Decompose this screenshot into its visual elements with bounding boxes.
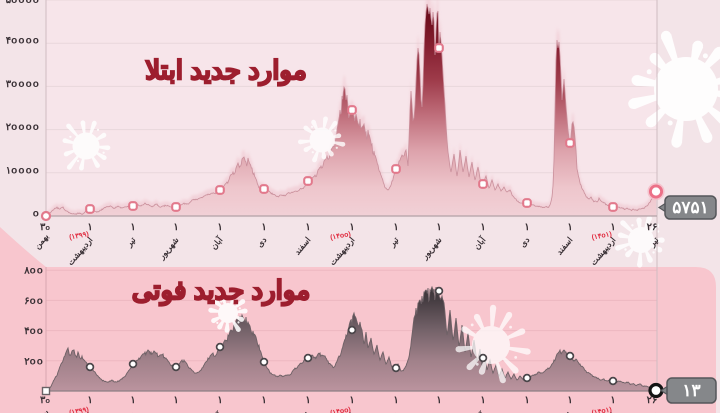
svg-text:۲oo: ۲oo — [24, 356, 44, 367]
svg-text:۱: ۱ — [610, 395, 615, 406]
svg-text:۲oooo: ۲oooo — [6, 122, 40, 133]
svg-text:۱: ۱ — [217, 222, 222, 233]
svg-text:۵oooo: ۵oooo — [6, 0, 40, 6]
svg-text:۸oo: ۸oo — [23, 266, 44, 277]
svg-text:۱: ۱ — [567, 222, 572, 233]
svg-text:۱: ۱ — [261, 395, 266, 406]
svg-text:۱: ۱ — [524, 395, 529, 406]
svg-text:۱: ۱ — [349, 395, 354, 406]
svg-text:۱: ۱ — [173, 222, 178, 233]
svg-text:۳o: ۳o — [40, 395, 50, 406]
svg-text:۱: ۱ — [393, 395, 398, 406]
svg-text:۴oooo: ۴oooo — [6, 36, 40, 47]
svg-text:(۱۳۹۹): (۱۳۹۹) — [69, 231, 90, 241]
svg-text:۱: ۱ — [173, 395, 178, 406]
svg-text:۳o: ۳o — [40, 222, 50, 233]
svg-text:۱: ۱ — [305, 395, 310, 406]
svg-text:۱: ۱ — [261, 222, 266, 233]
svg-text:تیر: تیر — [387, 410, 402, 413]
svg-text:۵۷۵۱: ۵۷۵۱ — [672, 198, 709, 217]
svg-text:(۱۴o۱): (۱۴o۱) — [591, 407, 612, 413]
svg-text:۱: ۱ — [349, 222, 354, 233]
svg-text:(۱۴oo): (۱۴oo) — [330, 231, 352, 241]
svg-text:۱: ۱ — [87, 222, 92, 233]
svg-text:(۱۳۹۹): (۱۳۹۹) — [69, 407, 90, 413]
svg-text:۶oo: ۶oo — [24, 296, 44, 307]
svg-text:۱: ۱ — [393, 222, 398, 233]
svg-text:(۱۴oo): (۱۴oo) — [330, 407, 352, 413]
svg-text:۱: ۱ — [130, 395, 135, 406]
svg-text:آبان: آبان — [471, 409, 488, 413]
svg-text:۱: ۱ — [610, 222, 615, 233]
svg-text:بهمن: بهمن — [33, 408, 52, 413]
svg-text:تیر: تیر — [124, 410, 139, 413]
svg-text:۱: ۱ — [217, 395, 222, 406]
svg-text:۱oooo: ۱oooo — [6, 165, 40, 176]
svg-text:۱: ۱ — [567, 395, 572, 406]
svg-text:آبان: آبان — [208, 409, 225, 413]
svg-text:۲۶: ۲۶ — [647, 222, 658, 233]
svg-text:۱: ۱ — [305, 222, 310, 233]
svg-text:o: o — [33, 209, 40, 220]
svg-text:۱: ۱ — [436, 395, 441, 406]
svg-text:تیر: تیر — [647, 410, 662, 413]
svg-text:موارد جدید ابتلا: موارد جدید ابتلا — [145, 55, 307, 86]
svg-text:موارد جدید فوتی: موارد جدید فوتی — [132, 275, 311, 306]
svg-text:۴oo: ۴oo — [24, 326, 44, 337]
svg-text:۱۳: ۱۳ — [682, 381, 700, 400]
svg-text:۱: ۱ — [480, 395, 485, 406]
svg-text:۳oooo: ۳oooo — [6, 79, 40, 90]
svg-text:(۱۴o۱): (۱۴o۱) — [591, 231, 612, 241]
svg-text:۱: ۱ — [87, 395, 92, 406]
svg-text:دی: دی — [255, 411, 269, 413]
svg-text:۲۶: ۲۶ — [647, 395, 658, 406]
svg-text:۱: ۱ — [480, 222, 485, 233]
svg-text:۱: ۱ — [436, 222, 441, 233]
svg-text:۱: ۱ — [130, 222, 135, 233]
svg-text:دی: دی — [518, 411, 532, 413]
svg-text:۱: ۱ — [524, 222, 529, 233]
